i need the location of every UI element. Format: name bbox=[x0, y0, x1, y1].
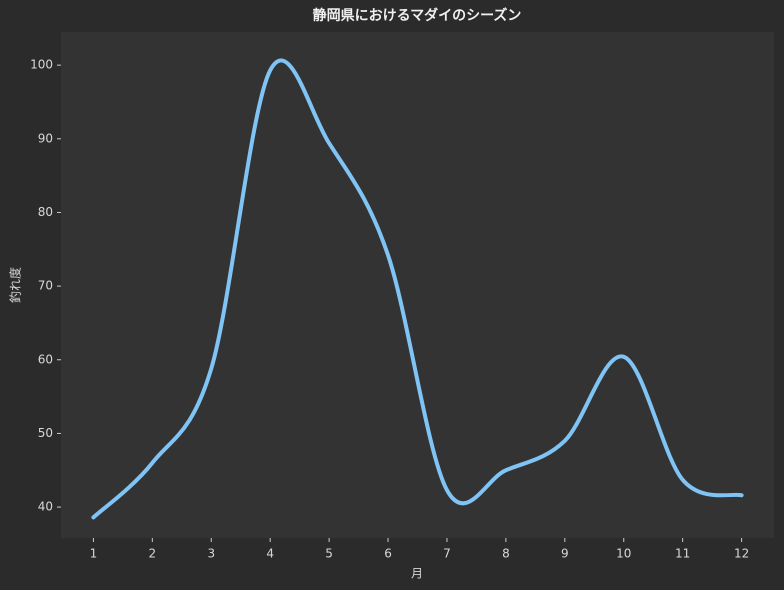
x-tick-label: 5 bbox=[325, 547, 333, 561]
chart-title: 静岡県におけるマダイのシーズン bbox=[313, 7, 522, 24]
x-tick-label: 1 bbox=[90, 547, 98, 561]
x-tick-label: 2 bbox=[149, 547, 157, 561]
x-axis-label: 月 bbox=[411, 567, 423, 581]
x-tick-label: 11 bbox=[675, 547, 690, 561]
y-tick-label: 90 bbox=[38, 131, 53, 145]
x-tick-label: 7 bbox=[443, 547, 451, 561]
x-tick-label: 3 bbox=[207, 547, 215, 561]
y-tick-label: 40 bbox=[38, 500, 53, 514]
x-tick-label: 4 bbox=[266, 547, 274, 561]
x-tick-label: 6 bbox=[384, 547, 392, 561]
y-tick-label: 100 bbox=[30, 58, 53, 72]
y-tick-label: 60 bbox=[38, 352, 53, 366]
x-tick-label: 8 bbox=[502, 547, 510, 561]
y-tick-label: 50 bbox=[38, 426, 53, 440]
x-tick-label: 12 bbox=[734, 547, 749, 561]
line bbox=[91, 58, 744, 520]
plot-area bbox=[61, 32, 774, 538]
y-axis-label: 釣れ度 bbox=[8, 267, 23, 303]
y-tick-label: 70 bbox=[38, 279, 53, 293]
x-tick-label: 9 bbox=[561, 547, 569, 561]
x-tick-label: 10 bbox=[616, 547, 631, 561]
y-tick-label: 80 bbox=[38, 205, 53, 219]
